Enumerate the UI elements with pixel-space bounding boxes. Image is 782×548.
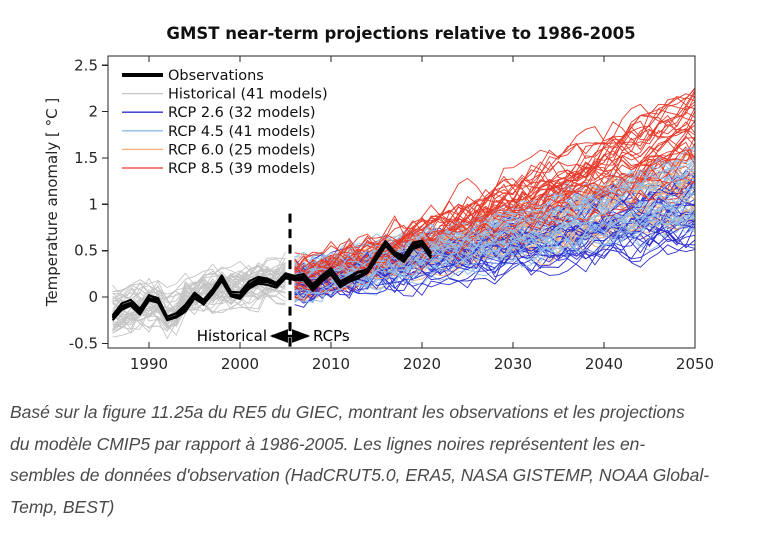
- y-tick-label: 0.5: [74, 242, 98, 260]
- rcp-scenario-lines: [294, 87, 695, 308]
- y-tick-label: 2.5: [74, 56, 98, 74]
- gmst-projection-chart: GMST near-term projections relative to 1…: [43, 24, 714, 373]
- historical-model-line: [112, 280, 286, 307]
- rcp45-model-line: [294, 217, 695, 293]
- figure-caption: Basé sur la figure 11.25a du RE5 du GIEC…: [10, 397, 770, 523]
- x-tick-label: 2020: [403, 355, 441, 373]
- rcp45-model-line: [294, 191, 695, 302]
- caption-line-2: du modèle CMIP5 par rapport à 1986-2005.…: [10, 433, 646, 454]
- rcp85-model-line: [294, 101, 695, 273]
- y-axis-label: Temperature anomaly [ °C ]: [43, 98, 61, 308]
- x-tick-label: 2000: [221, 355, 259, 373]
- legend-item-label: Historical (41 models): [168, 87, 328, 103]
- rcp26-model-line: [294, 237, 695, 299]
- legend-item-label: RCP 8.5 (39 models): [168, 161, 316, 177]
- rcp85-model-line: [294, 88, 695, 271]
- caption-line-1: Basé sur la figure 11.25a du RE5 du GIEC…: [10, 402, 685, 422]
- rcp85-model-line: [294, 90, 695, 292]
- x-tick-label: 2040: [585, 355, 623, 373]
- rcp85-model-line: [294, 153, 695, 291]
- rcp85-model-line: [294, 149, 695, 284]
- historical-model-line: [112, 262, 286, 303]
- rcp26-model-line: [294, 222, 695, 300]
- historical-annotation-label: Historical: [197, 327, 267, 345]
- y-tick-label: 0: [88, 288, 98, 306]
- y-tick-label: 2: [88, 103, 98, 121]
- chart-title: GMST near-term projections relative to 1…: [166, 24, 635, 43]
- y-tick-label: -0.5: [69, 334, 98, 352]
- historical-model-line: [112, 281, 286, 322]
- rcp85-model-line: [294, 87, 695, 272]
- chart-legend: Observations Historical (41 models) RCP 2.…: [122, 68, 328, 177]
- y-tick-label: 1: [88, 195, 98, 213]
- rcps-annotation-label: RCPs: [313, 327, 350, 345]
- axis-ticks: 1990 2000 2010 2020 2030 2040 2050 -0.5 0 0.5 1 1.5…: [69, 56, 714, 373]
- x-tick-label: 2030: [494, 355, 532, 373]
- legend-item-label: RCP 4.5 (41 models): [168, 124, 316, 140]
- x-tick-label: 1990: [130, 355, 168, 373]
- historical-model-line: [112, 285, 286, 315]
- rcp26-model-line: [294, 183, 695, 308]
- observation-line: [111, 239, 432, 318]
- chart-series-area: [111, 87, 695, 348]
- legend-item-label: RCP 6.0 (25 models): [168, 142, 316, 158]
- rcp26-model-line: [294, 229, 695, 300]
- x-tick-label: 2050: [676, 355, 714, 373]
- x-tick-label: 2010: [312, 355, 350, 373]
- plot-border: [107, 55, 696, 349]
- caption-line-4: Temp, BEST): [10, 496, 115, 517]
- historical-model-line: [112, 279, 286, 312]
- legend-item-label: RCP 2.6 (32 models): [168, 105, 316, 121]
- rcp45-model-line: [294, 210, 695, 301]
- rcp45-model-line: [294, 192, 695, 282]
- observations-lines: [111, 239, 432, 322]
- y-tick-label: 1.5: [74, 149, 98, 167]
- caption-line-3: sembles de données d'observation (HadCRU…: [10, 465, 710, 485]
- legend-item-label: Observations: [168, 68, 264, 84]
- rcp85-model-line: [294, 129, 695, 282]
